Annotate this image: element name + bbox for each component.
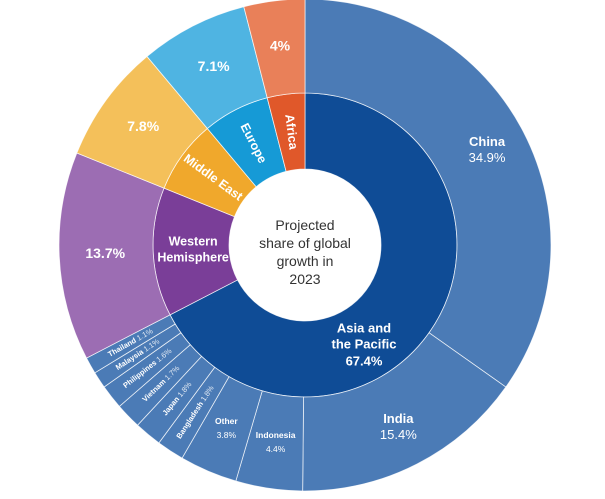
outer-value-western-hemisphere: 13.7%: [85, 245, 125, 261]
country-value-indonesia: 4.4%: [266, 444, 286, 454]
country-label-china: China: [469, 134, 506, 149]
center-text-line-2: share of global: [259, 235, 351, 251]
region-value-asia-and-the-pacific: 67.4%: [346, 354, 383, 369]
region-label-africa: Africa: [282, 113, 300, 151]
country-label-indonesia: Indonesia: [256, 430, 296, 440]
country-label-other: Other: [215, 416, 238, 426]
region-label-western-hemisphere-2: Hemisphere: [157, 251, 229, 265]
center-text-line-1: Projected: [275, 217, 334, 233]
outer-segment-china[interactable]: [304, 0, 552, 388]
country-value-china: 34.9%: [469, 150, 506, 165]
center-text-line-4: 2023: [289, 271, 320, 287]
region-label-asia-and-the-pacific-2: the Pacific: [331, 337, 396, 352]
country-label-india: India: [383, 411, 414, 426]
country-value-india: 15.4%: [380, 427, 417, 442]
region-label-asia-and-the-pacific-1: Asia and: [337, 321, 391, 336]
outer-value-europe: 7.1%: [198, 58, 230, 74]
outer-value-middle-east: 7.8%: [127, 118, 159, 134]
region-label-western-hemisphere-1: Western: [169, 235, 218, 249]
outer-value-africa: 4%: [270, 37, 291, 53]
outer-segment-africa[interactable]: [243, 0, 306, 99]
center-text-line-3: growth in: [277, 253, 334, 269]
country-value-other: 3.8%: [217, 430, 237, 440]
